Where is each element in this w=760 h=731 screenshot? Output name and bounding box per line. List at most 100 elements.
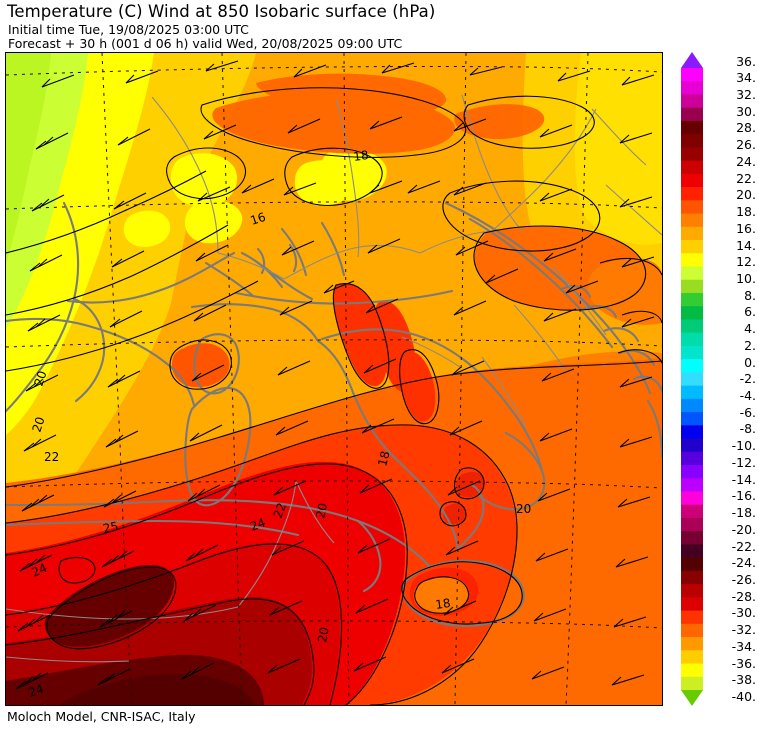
colorbar-tick-label: -4.: [739, 388, 756, 403]
colorbar-tick-label: -34.: [731, 638, 756, 654]
colorbar-swatch: [681, 94, 703, 109]
colorbar-tick-label: -22.: [731, 538, 756, 554]
colorbar-tick-label: -18.: [731, 505, 756, 520]
colorbar-svg: [681, 52, 703, 706]
colorbar-swatch: [681, 570, 703, 585]
colorbar-tick-label: 28.: [736, 120, 756, 136]
svg-text:20: 20: [516, 502, 531, 516]
colorbar-tick-label: -40.: [731, 689, 756, 704]
svg-text:20: 20: [32, 369, 50, 388]
colorbar-swatch: [681, 226, 703, 241]
colorbar-swatch: [681, 544, 703, 559]
colorbar-tick-label: -28.: [731, 588, 756, 604]
colorbar-top-arrow: [681, 52, 703, 68]
colorbar-tick-label: 14.: [736, 237, 756, 253]
colorbar-tick-label: 30.: [736, 103, 756, 119]
colorbar-tick-label: -24.: [731, 555, 756, 571]
colorbar-swatch: [681, 147, 703, 162]
colorbar-swatch: [681, 504, 703, 519]
colorbar-bottom-arrow: [681, 690, 703, 706]
colorbar-tick-label: -20.: [731, 521, 756, 537]
colorbar-tick-label: 34.: [736, 70, 756, 86]
colorbar-swatch: [681, 68, 703, 82]
temp-band-26-core: [61, 674, 254, 705]
colorbar-swatch: [681, 306, 703, 321]
svg-text:18: 18: [434, 596, 451, 612]
colorbar-tick-label: -12.: [731, 454, 756, 470]
colorbar-swatch: [681, 213, 703, 228]
colorbar-tick-label: -2.: [739, 371, 756, 387]
colorbar-tick-label: 36.: [736, 53, 756, 69]
colorbar-tick-label: -8.: [739, 421, 756, 437]
colorbar-tick-label: -16.: [731, 488, 756, 504]
colorbar-swatch: [681, 319, 703, 334]
colorbar-tick-label: 26.: [736, 137, 756, 153]
initial-time-label: Initial time Tue, 19/08/2025 03:00 UTC: [8, 22, 249, 37]
colorbar-swatch: [681, 385, 703, 400]
colorbar-tick-label: 22.: [736, 170, 756, 186]
colorbar-swatch: [681, 107, 703, 122]
svg-text:18: 18: [375, 450, 392, 468]
colorbar: [681, 52, 703, 706]
colorbar-swatch: [681, 345, 703, 360]
colorbar-swatch: [681, 134, 703, 149]
colorbar-swatch: [681, 584, 703, 598]
colorbar-swatch: [681, 531, 703, 546]
svg-text:25: 25: [102, 519, 120, 536]
colorbar-swatch: [681, 438, 703, 453]
colorbar-tick-label: -30.: [731, 605, 756, 621]
coastlines: [6, 201, 662, 627]
colorbar-tick-label: -38.: [731, 672, 756, 688]
colorbar-tick-label: 6.: [744, 304, 756, 320]
colorbar-swatch: [681, 610, 703, 625]
colorbar-tick-label: 16.: [736, 220, 756, 236]
colorbar-swatch: [681, 240, 703, 254]
colorbar-swatch: [681, 359, 703, 373]
colorbar-swatch: [681, 451, 703, 466]
colorbar-swatch: [681, 266, 703, 281]
temp-closed-contour-25: [44, 565, 174, 647]
colorbar-swatch: [681, 465, 703, 479]
graticule: [6, 53, 662, 705]
colorbar-tick-label: 18.: [736, 204, 756, 219]
svg-text:18: 18: [352, 148, 369, 164]
colorbar-swatch: [681, 279, 703, 294]
temperature-contours: [6, 87, 662, 705]
colorbar-tick-label: 4.: [744, 321, 756, 337]
colorbar-tick-label: -36.: [731, 655, 756, 671]
chart-header: Temperature (C) Wind at 850 Isobaric sur…: [0, 0, 760, 52]
map-canvas: 18 16 20 20 22 22 24 20 25 24 18 20 18 2…: [6, 53, 662, 705]
temperature-map[interactable]: 18 16 20 20 22 22 24 20 25 24 18 20 18 2…: [5, 52, 663, 706]
colorbar-swatch: [681, 412, 703, 426]
colorbar-swatch: [681, 425, 703, 440]
svg-text:16: 16: [249, 210, 268, 228]
colorbar-swatch: [681, 173, 703, 188]
sicily-interior: [413, 576, 469, 613]
colorbar-tick-label: -6.: [739, 404, 756, 420]
wind-barbs: [15, 60, 655, 690]
colorbar-swatch: [681, 517, 703, 532]
alpine-cool-pockets: [123, 148, 387, 247]
svg-text:24: 24: [27, 682, 46, 700]
svg-text:22: 22: [44, 450, 59, 464]
svg-text:22: 22: [271, 501, 289, 520]
colorbar-tick-label: 12.: [736, 254, 756, 270]
svg-text:24: 24: [248, 515, 267, 533]
colorbar-tick-label: -26.: [731, 571, 756, 587]
colorbar-swatch: [681, 332, 703, 347]
model-credit: Moloch Model, CNR-ISAC, Italy: [7, 709, 196, 724]
colorbar-swatch: [681, 398, 703, 413]
colorbar-swatches: [681, 68, 703, 691]
forecast-validity-label: Forecast + 30 h (001 d 06 h) valid Wed, …: [8, 36, 403, 51]
colorbar-swatch: [681, 597, 703, 612]
colorbar-swatch: [681, 160, 703, 175]
temp-band-10: [6, 53, 51, 263]
temp-band-14-ne: [574, 53, 662, 245]
colorbar-tick-label: -14.: [731, 471, 756, 487]
colorbar-tick-label: 8.: [744, 287, 756, 303]
colorbar-swatch: [681, 637, 703, 651]
colorbar-swatch: [681, 478, 703, 493]
colorbar-tick-label: 10.: [736, 270, 756, 286]
colorbar-tick-label: -10.: [731, 438, 756, 454]
colorbar-tick-label: -32.: [731, 622, 756, 638]
